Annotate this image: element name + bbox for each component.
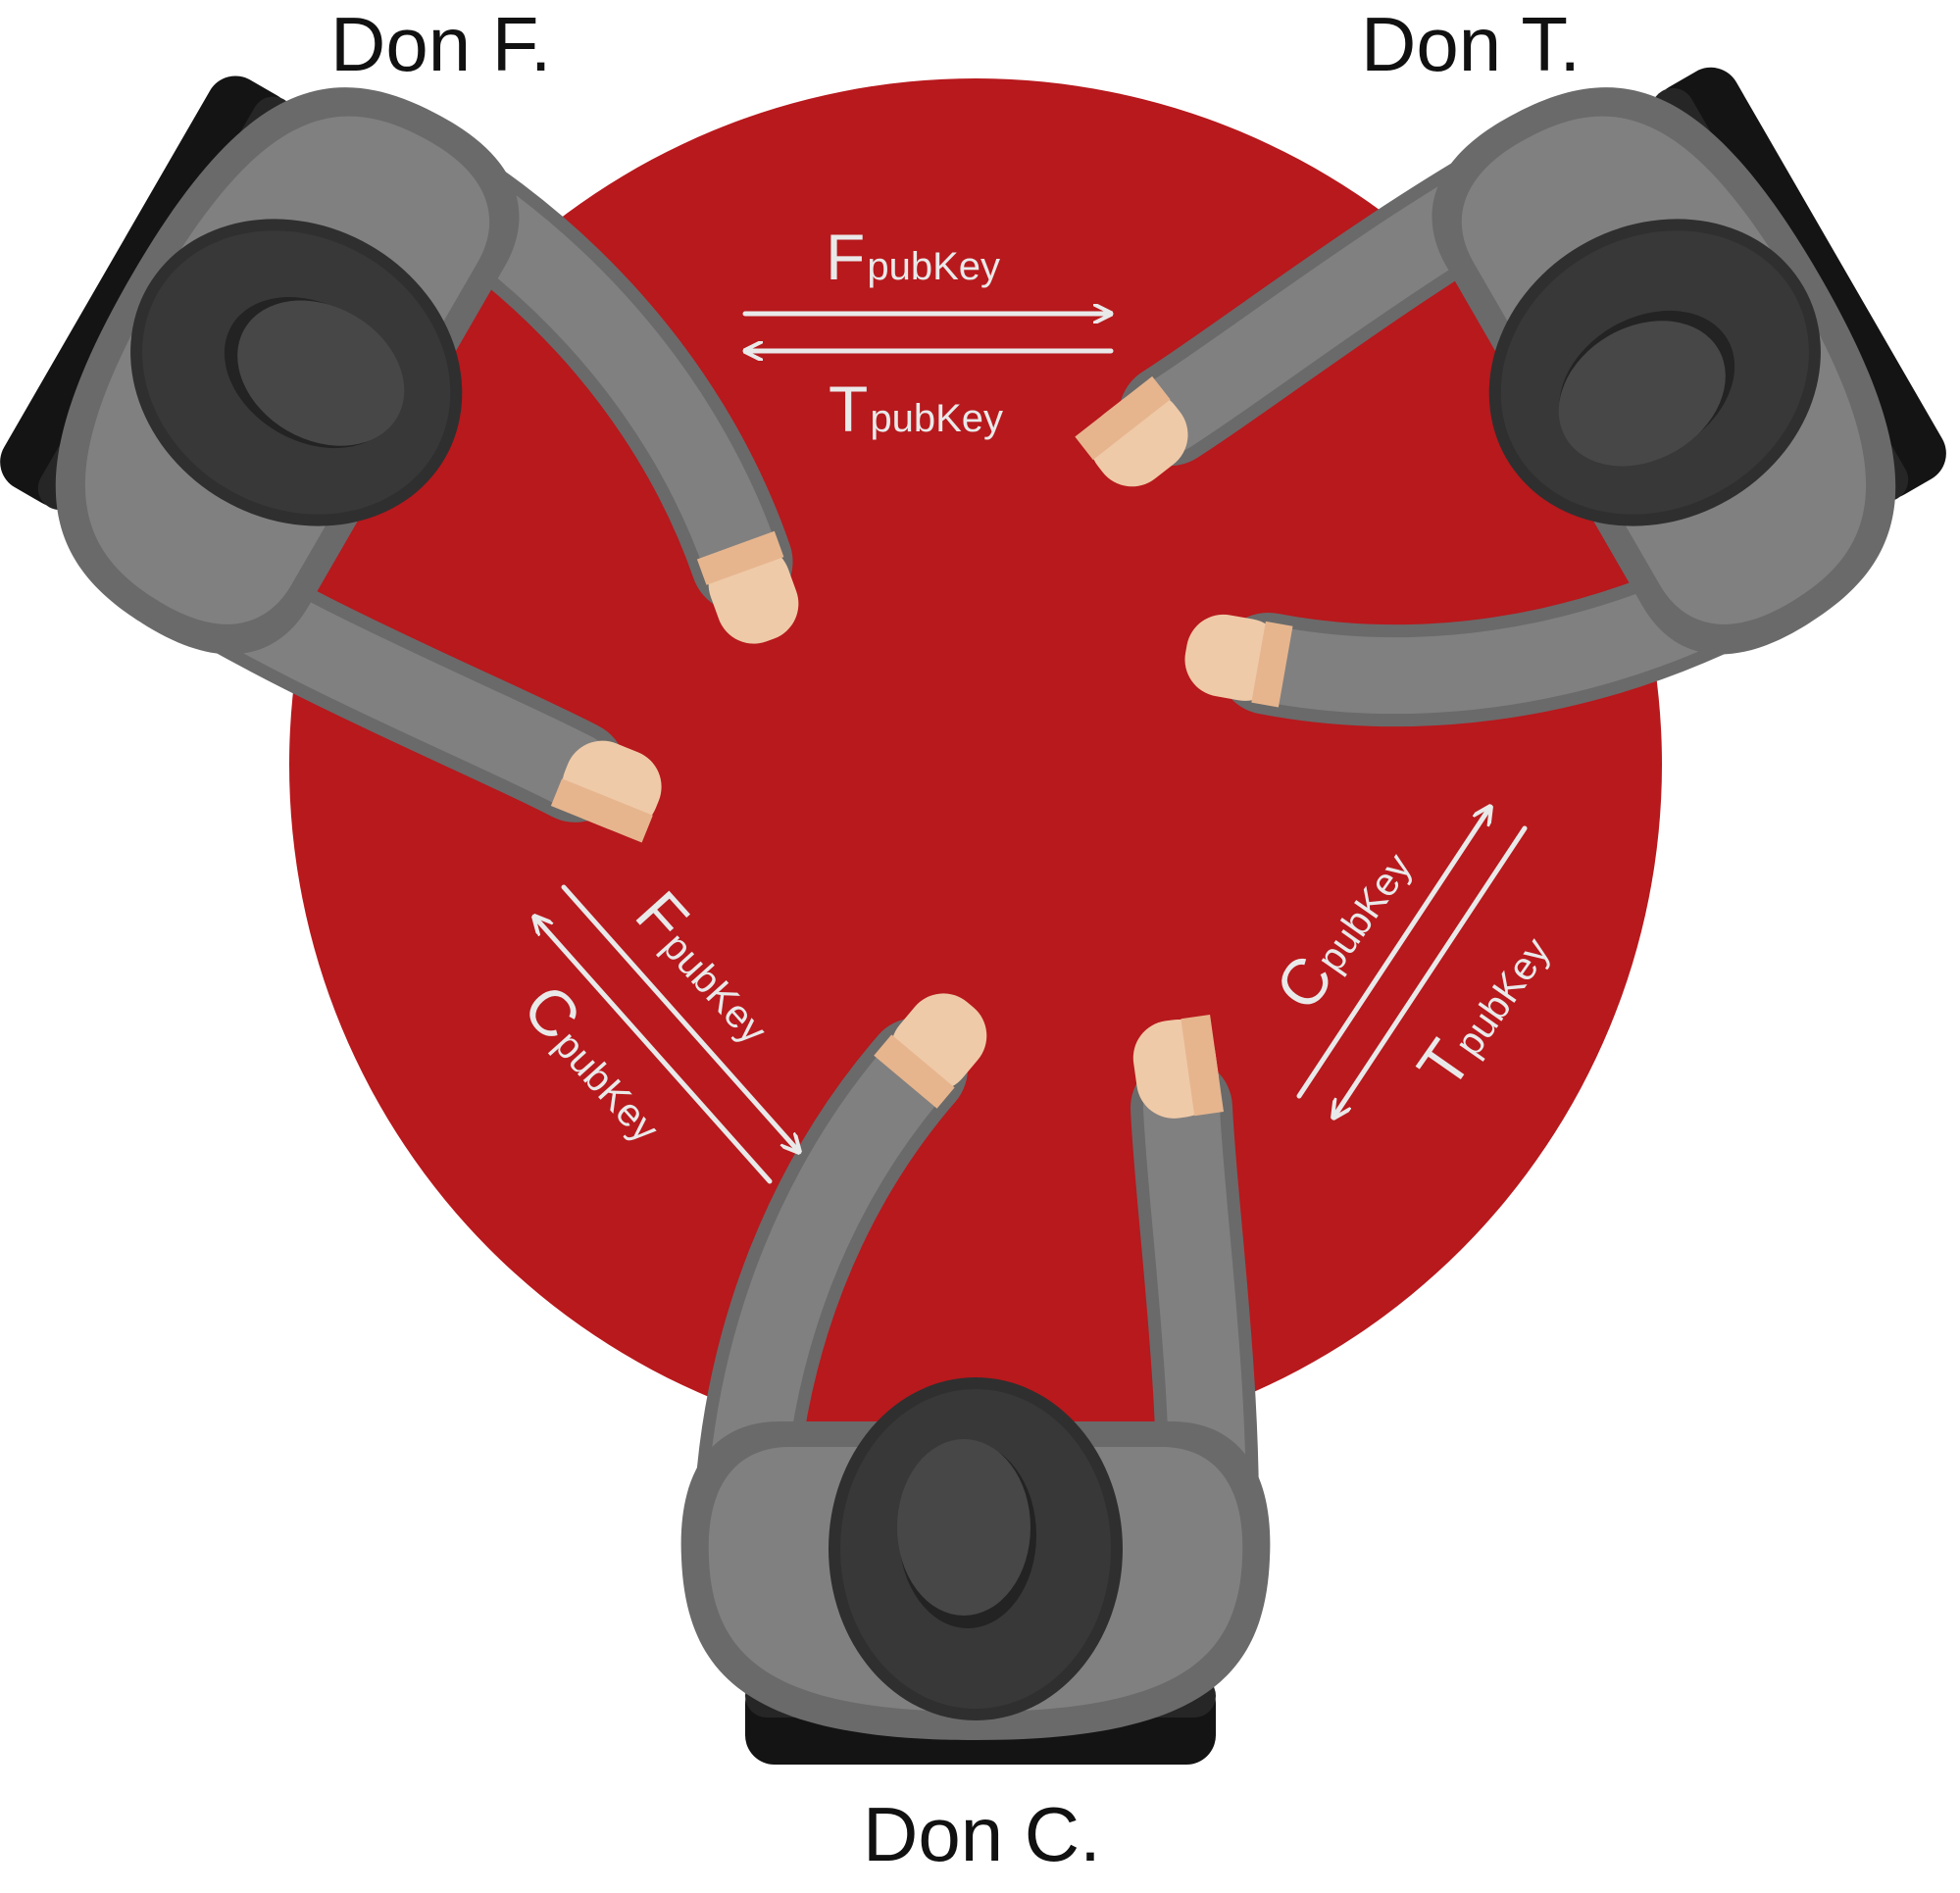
arrow-f-to-c: [561, 884, 799, 1152]
arrow-t-to-c: [1333, 825, 1528, 1118]
arrow-c-to-t: [1296, 807, 1490, 1099]
arrow-c-to-f: [534, 917, 773, 1184]
exchange-f-t: FpubKey TpubKey: [742, 221, 1114, 445]
name-don-c: Don C.: [863, 1791, 1101, 1877]
name-don-f: Don F.: [330, 1, 552, 87]
label-f-pubkey-top: FpubKey: [826, 221, 1000, 293]
name-don-t: Don T.: [1361, 1, 1582, 87]
label-t-pubkey-top: TpubKey: [829, 373, 1003, 445]
